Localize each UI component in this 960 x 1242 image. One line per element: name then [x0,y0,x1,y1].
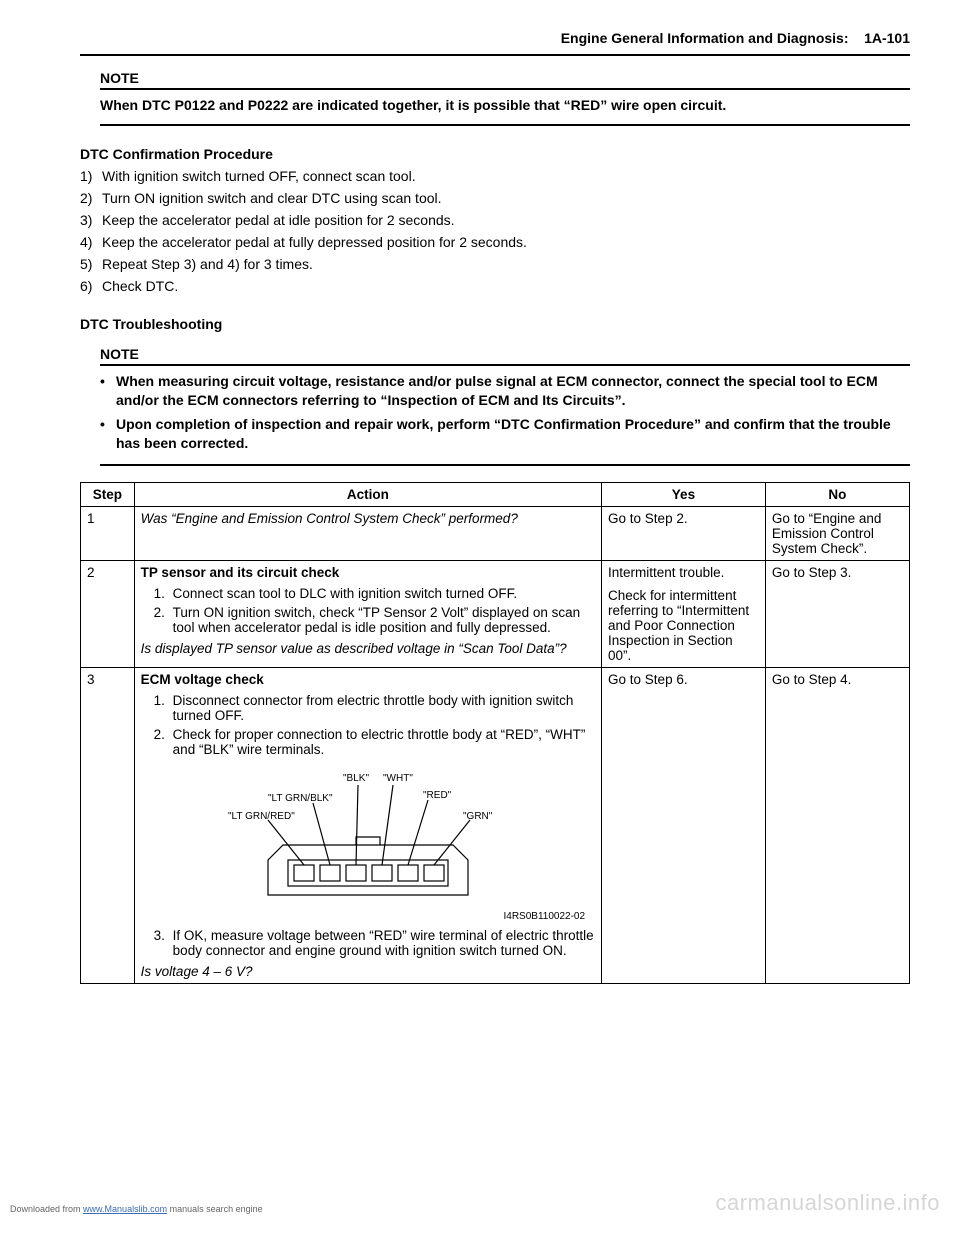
proc-item: 4)Keep the accelerator pedal at fully de… [80,234,910,250]
note1-text: When DTC P0122 and P0222 are indicated t… [100,96,910,116]
watermark: carmanualsonline.info [715,1190,940,1216]
action-item: If OK, measure voltage between “RED” wir… [169,928,595,958]
note1-rule-bottom [100,124,910,126]
wire-label-ltgrnblk: "LT GRN/BLK" [268,793,333,804]
wire-label-ltgrnred: "LT GRN/RED" [228,811,295,822]
note2-rule-bottom [100,464,910,466]
cell-no: Go to Step 3. [765,560,909,667]
cell-yes: Go to Step 6. [602,667,766,983]
table-row: 1 Was “Engine and Emission Control Syste… [81,506,910,560]
cell-step: 1 [81,506,135,560]
proc-item: 5)Repeat Step 3) and 4) for 3 times. [80,256,910,272]
proc-item: 2)Turn ON ignition switch and clear DTC … [80,190,910,206]
connector-diagram: "LT GRN/RED" "LT GRN/BLK" "BLK" "WHT" "R… [208,765,528,915]
th-yes: Yes [602,482,766,506]
action-item: Check for proper connection to electric … [169,727,595,757]
action-list: Connect scan tool to DLC with ignition s… [141,586,595,635]
figure-label: I4RS0B110022-02 [141,911,585,922]
th-action: Action [134,482,601,506]
proc-list: 1)With ignition switch turned OFF, conne… [80,168,910,294]
action-item: Disconnect connector from electric throt… [169,693,595,723]
note2-label: NOTE [100,346,910,362]
cell-yes: Intermittent trouble. Check for intermit… [602,560,766,667]
troubleshoot-heading: DTC Troubleshooting [80,316,910,332]
action-list-b: If OK, measure voltage between “RED” wir… [141,928,595,958]
cell-action: Was “Engine and Emission Control System … [134,506,601,560]
header-rule [80,54,910,56]
wire-label-blk: "BLK" [343,773,369,784]
cell-action: TP sensor and its circuit check Connect … [134,560,601,667]
note1-rule-top [100,88,910,90]
note2-rule-top [100,364,910,366]
note2-bullet: When measuring circuit voltage, resistan… [100,372,910,411]
action-item: Connect scan tool to DLC with ignition s… [169,586,595,601]
footer-text: Downloaded from www.Manualslib.com manua… [10,1204,263,1214]
cell-no: Go to Step 4. [765,667,909,983]
footer-link[interactable]: www.Manualslib.com [83,1204,167,1214]
th-step: Step [81,482,135,506]
note2-bullet: Upon completion of inspection and repair… [100,415,910,454]
wire-label-grn: "GRN" [463,811,493,822]
wire-label-red: "RED" [423,790,452,801]
proc-item: 6)Check DTC. [80,278,910,294]
table-row: 2 TP sensor and its circuit check Connec… [81,560,910,667]
proc-heading: DTC Confirmation Procedure [80,146,910,162]
proc-item: 1)With ignition switch turned OFF, conne… [80,168,910,184]
cell-action: ECM voltage check Disconnect connector f… [134,667,601,983]
cell-step: 3 [81,667,135,983]
th-no: No [765,482,909,506]
note1-label: NOTE [100,70,910,86]
wire-label-wht: "WHT" [383,773,413,784]
action-list: Disconnect connector from electric throt… [141,693,595,757]
note2-bullets: When measuring circuit voltage, resistan… [100,372,910,454]
header-title: Engine General Information and Diagnosis… [561,30,849,46]
dtc-table: Step Action Yes No 1 Was “Engine and Emi… [80,482,910,984]
action-item: Turn ON ignition switch, check “TP Senso… [169,605,595,635]
header-page: 1A-101 [864,30,910,46]
table-row: 3 ECM voltage check Disconnect connector… [81,667,910,983]
cell-yes: Go to Step 2. [602,506,766,560]
cell-no: Go to “Engine and Emission Control Syste… [765,506,909,560]
cell-step: 2 [81,560,135,667]
proc-item: 3)Keep the accelerator pedal at idle pos… [80,212,910,228]
